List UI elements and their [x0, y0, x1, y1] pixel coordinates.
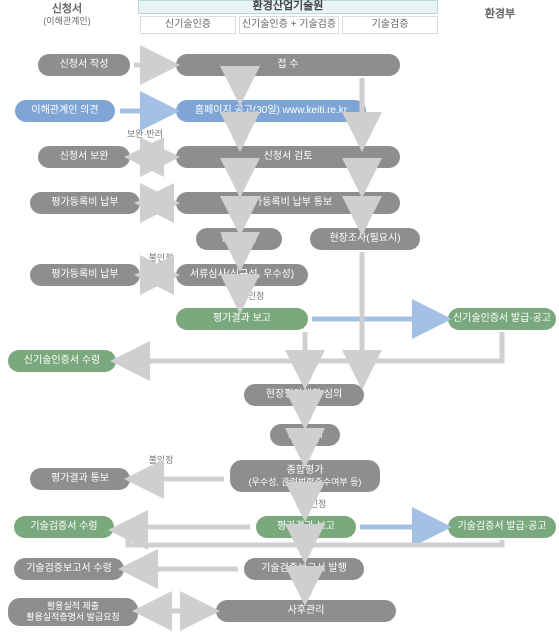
node-app-write: 신청서 작성: [38, 54, 130, 76]
label-accept2: 인정: [304, 498, 332, 510]
node-result1: 평가결과 보고: [176, 308, 308, 330]
node-verify-recv: 기술검증서 수령: [14, 516, 114, 538]
node-report-recv: 기술검증보고서 수령: [14, 558, 124, 580]
node-fee-pay2: 평가등록비 납부: [30, 264, 140, 286]
node-usage: 활용실적 제출 활용실적증명서 발급요청: [8, 598, 138, 626]
header-left-sub: (이해관계인): [43, 16, 90, 27]
node-app-supp: 신청서 보완: [38, 146, 130, 168]
node-fee-notify: 평가등록비 납부 통보: [176, 192, 400, 214]
node-plan-review: 현장평가계획 심의: [244, 384, 364, 406]
node-field1-opt: 현장조사(필요시): [310, 228, 420, 250]
comp-eval-l1: 종합평가: [287, 465, 324, 477]
label-reject2: 불인정: [144, 454, 178, 466]
node-result-notify: 평가결과 통보: [30, 468, 130, 490]
node-post-mgmt: 사후관리: [216, 600, 396, 622]
label-return: 보완·반려: [120, 128, 170, 140]
node-result2: 평가결과 보고: [256, 516, 356, 538]
node-verify-issue: 기술검증서 발급·공고: [448, 516, 556, 538]
node-fee-pay1: 평가등록비 납부: [30, 192, 140, 214]
node-stake-opinion: 이해관계인 의견: [15, 100, 115, 122]
subtab-1: 신기술인증: [140, 16, 236, 34]
usage-l2: 활용실적증명서 발급요청: [26, 612, 120, 623]
header-left: 신청서 (이해관계인): [22, 2, 112, 28]
node-doc-review: 서류심사(신규성, 우수성): [176, 264, 308, 286]
node-review: 신청서 검토: [176, 146, 400, 168]
node-field1: 현장조사: [196, 228, 282, 250]
node-homepage: 홈페이지 공고(30일) www.keiti.re.kr: [176, 100, 366, 122]
node-receipt: 접 수: [176, 54, 400, 76]
node-report-issue: 기술검증보고서 발행: [244, 558, 364, 580]
header-left-title: 신청서: [52, 3, 82, 16]
node-cert-recv: 신기술인증서 수령: [8, 350, 116, 372]
label-accept1: 인정: [242, 290, 270, 302]
subtab-3: 기술검증: [342, 16, 438, 34]
node-comp-eval: 종합평가 (우수성, 관련법령준수여부 등): [230, 460, 380, 492]
label-reject1: 불인정: [144, 252, 178, 264]
subtab-2: 신기술인증 + 기술검증: [239, 16, 339, 34]
header-right: 환경부: [460, 6, 540, 24]
comp-eval-l2: (우수성, 관련법령준수여부 등): [249, 477, 362, 488]
node-field-eval: 현장평가: [270, 424, 340, 446]
header-center-bg: 환경산업기술원: [138, 0, 438, 14]
node-cert-issue: 신기술인증서 발급·공고: [448, 308, 556, 330]
usage-l1: 활용실적 제출: [47, 601, 99, 612]
